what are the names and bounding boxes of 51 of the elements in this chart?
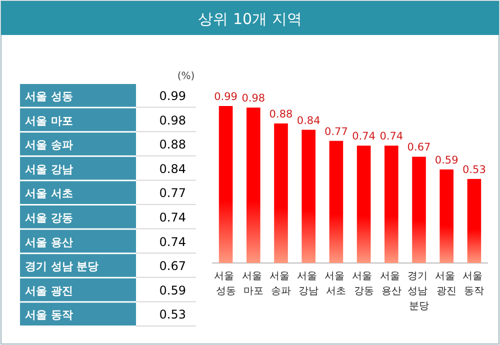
text: (%) [177,71,195,82]
text: 0.99 [159,89,186,103]
data-label: 0.99 [214,91,238,103]
data-label: 0.84 [296,114,321,127]
x-tick-label: 서울 강동 [352,271,376,297]
category-label: 서울 동작 [25,308,73,322]
x-tick-label: 서울 동작 [462,271,486,297]
data-label: 0.98 [242,92,266,105]
data-label: 0.77 [324,126,348,138]
x-tick-label: 서울 성동 [214,271,238,297]
category-label: 경기 성남 분당 [25,260,99,274]
data-label: 0.74 [352,130,376,143]
bar [329,140,344,263]
bar [384,146,398,263]
category-label: 서울 서초 [25,187,73,200]
x-tick-label: 서울 서초 [324,271,348,297]
category-label: 서울 마포 [25,114,73,128]
category-label: 서울 강동 [25,212,73,224]
text: 0.67 [159,259,186,274]
data-label: 0.67 [407,142,431,154]
text: 0.53 [159,308,186,322]
text: 0.98 [159,113,186,128]
text: 0.74 [159,234,186,249]
bar [274,123,288,263]
text: 0.84 [159,162,186,176]
text: 0.77 [159,186,186,200]
x-tick-label: 서울 용산 [380,271,403,297]
data-label: 0.59 [434,154,458,166]
text: 0.88 [159,138,186,152]
bar [356,146,371,263]
category-label: 서울 송파 [25,138,73,152]
category-label: 서울 강남 [25,162,73,176]
bar [440,169,454,263]
bar [218,106,233,263]
text: 상위 10개 지역 [198,10,302,28]
x-tick-label: 경기 성남 분당 [407,271,431,312]
x-tick-label: 서울 광진 [435,271,458,297]
bar [246,108,260,263]
category-label: 서울 용산 [25,236,73,249]
bar [302,130,316,263]
category-label: 서울 성동 [25,90,73,103]
text: 0.59 [159,283,186,298]
x-tick-label: 서울 강남 [297,271,320,297]
bar [467,178,482,263]
data-label: 0.88 [269,108,293,120]
text: 0.74 [159,210,186,224]
x-tick-label: 서울 송파 [269,271,293,297]
data-label: 0.74 [380,130,404,143]
bar [412,156,426,263]
x-tick-label: 서울 마포 [242,271,265,297]
data-label: 0.53 [462,164,486,176]
